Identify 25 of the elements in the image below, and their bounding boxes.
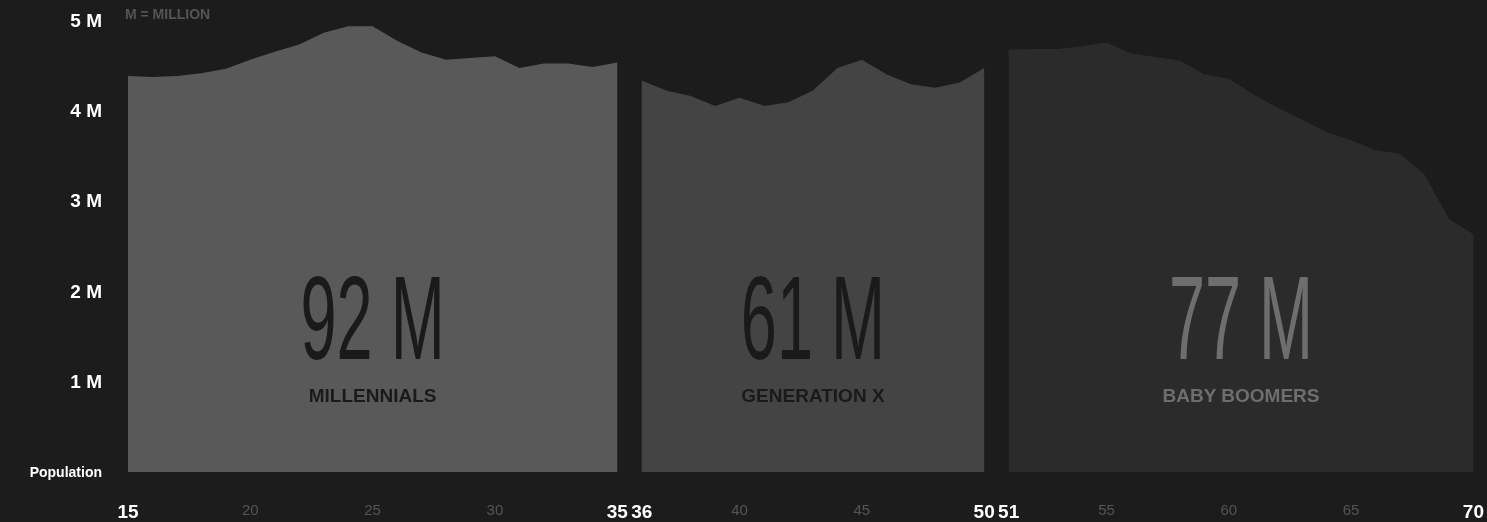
x-tick-label: 40 [731, 501, 748, 518]
x-tick-label: 65 [1342, 501, 1360, 518]
annotation: 77 M [1168, 252, 1314, 384]
x-tick-label: 15 [117, 501, 139, 522]
annotation: BABY BOOMERS [1162, 384, 1320, 406]
x-tick-label: 51 [998, 501, 1020, 522]
annotation: MILLENNIALS [308, 384, 437, 406]
y-tick-label: 5 M [70, 9, 102, 31]
x-tick-label: 50 [973, 501, 995, 522]
x-tick-label: 36 [631, 501, 653, 522]
y-tick-label: 4 M [70, 99, 102, 121]
y-tick-label: 3 M [70, 190, 102, 212]
y-axis-title: Population [29, 464, 102, 480]
x-tick-label: 70 [1462, 501, 1484, 522]
x-tick-label: 60 [1220, 501, 1238, 518]
x-tick-label: 35 [606, 501, 629, 522]
chart-subtitle: M = MILLION [125, 6, 211, 22]
x-tick-label: 20 [241, 501, 259, 518]
annotation: 92 M [300, 252, 445, 384]
x-tick-label: 25 [364, 501, 381, 518]
x-tick-label: 30 [486, 501, 504, 518]
x-tick-label: 45 [853, 501, 871, 518]
y-tick-label: 2 M [70, 280, 102, 302]
y-tick-label: 1 M [70, 371, 102, 393]
x-tick-label: 55 [1098, 501, 1115, 518]
